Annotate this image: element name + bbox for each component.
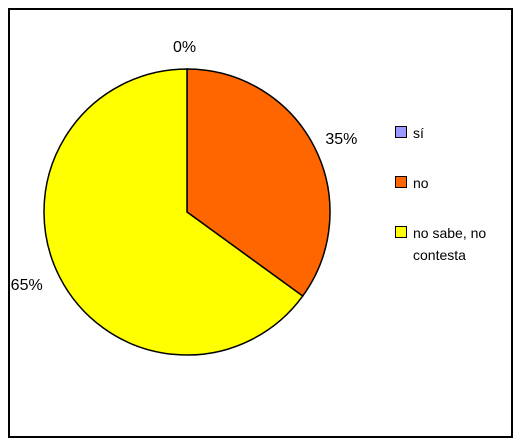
legend-item-no-sabe: no sabe, no contesta xyxy=(395,222,515,266)
data-label-no: 35% xyxy=(325,130,358,148)
legend: sí no no sabe, no contesta xyxy=(395,122,515,294)
legend-swatch-no-sabe xyxy=(395,226,407,238)
legend-item-no: no xyxy=(395,172,515,194)
legend-label-no: no xyxy=(413,175,429,191)
data-label-no-sabe: 65% xyxy=(10,277,43,295)
legend-swatch-no xyxy=(395,176,407,188)
data-label-si: 0% xyxy=(173,39,197,56)
pie-slice-no xyxy=(186,68,331,298)
pie-chart xyxy=(43,68,331,356)
legend-label-no-sabe: no sabe, no contesta xyxy=(413,225,487,263)
legend-label-si: sí xyxy=(413,125,424,141)
legend-swatch-si xyxy=(395,126,407,138)
pie-slice-no-sabe xyxy=(43,68,304,356)
legend-item-si: sí xyxy=(395,122,515,144)
